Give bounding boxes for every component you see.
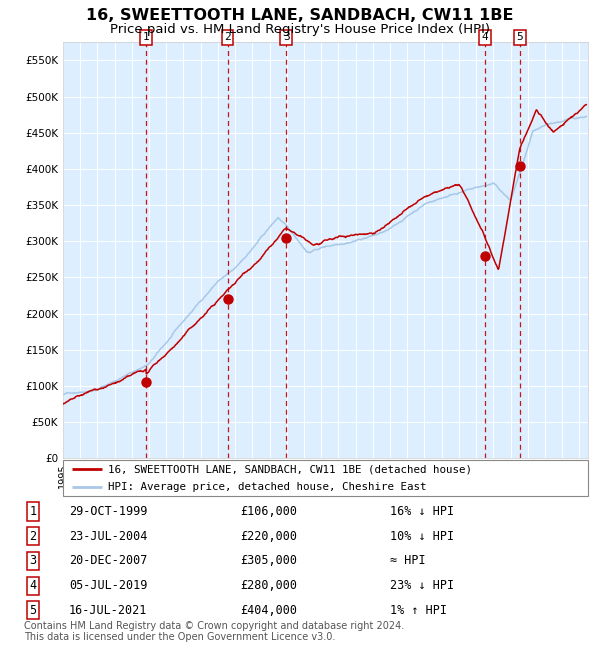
Text: 2: 2: [29, 530, 37, 543]
Text: 05-JUL-2019: 05-JUL-2019: [69, 579, 148, 592]
Text: 1: 1: [143, 32, 149, 42]
Text: 5: 5: [517, 32, 523, 42]
Text: 16, SWEETTOOTH LANE, SANDBACH, CW11 1BE (detached house): 16, SWEETTOOTH LANE, SANDBACH, CW11 1BE …: [107, 464, 472, 474]
Text: 4: 4: [29, 579, 37, 592]
Text: 1: 1: [29, 505, 37, 518]
Text: 3: 3: [29, 554, 37, 567]
Text: £280,000: £280,000: [240, 579, 297, 592]
Text: £404,000: £404,000: [240, 604, 297, 617]
FancyBboxPatch shape: [63, 460, 588, 496]
Text: £305,000: £305,000: [240, 554, 297, 567]
Text: 23% ↓ HPI: 23% ↓ HPI: [390, 579, 454, 592]
Text: Contains HM Land Registry data © Crown copyright and database right 2024.
This d: Contains HM Land Registry data © Crown c…: [24, 621, 404, 642]
Text: 16% ↓ HPI: 16% ↓ HPI: [390, 505, 454, 518]
Text: 16-JUL-2021: 16-JUL-2021: [69, 604, 148, 617]
Text: 2: 2: [224, 32, 231, 42]
Text: 4: 4: [482, 32, 488, 42]
Text: 20-DEC-2007: 20-DEC-2007: [69, 554, 148, 567]
Text: 3: 3: [283, 32, 290, 42]
Text: Price paid vs. HM Land Registry's House Price Index (HPI): Price paid vs. HM Land Registry's House …: [110, 23, 490, 36]
Text: 1% ↑ HPI: 1% ↑ HPI: [390, 604, 447, 617]
Text: 29-OCT-1999: 29-OCT-1999: [69, 505, 148, 518]
Text: 5: 5: [29, 604, 37, 617]
Text: HPI: Average price, detached house, Cheshire East: HPI: Average price, detached house, Ches…: [107, 482, 426, 492]
Text: 23-JUL-2004: 23-JUL-2004: [69, 530, 148, 543]
Text: 16, SWEETTOOTH LANE, SANDBACH, CW11 1BE: 16, SWEETTOOTH LANE, SANDBACH, CW11 1BE: [86, 8, 514, 23]
Text: ≈ HPI: ≈ HPI: [390, 554, 425, 567]
Text: 10% ↓ HPI: 10% ↓ HPI: [390, 530, 454, 543]
Text: £220,000: £220,000: [240, 530, 297, 543]
Text: £106,000: £106,000: [240, 505, 297, 518]
